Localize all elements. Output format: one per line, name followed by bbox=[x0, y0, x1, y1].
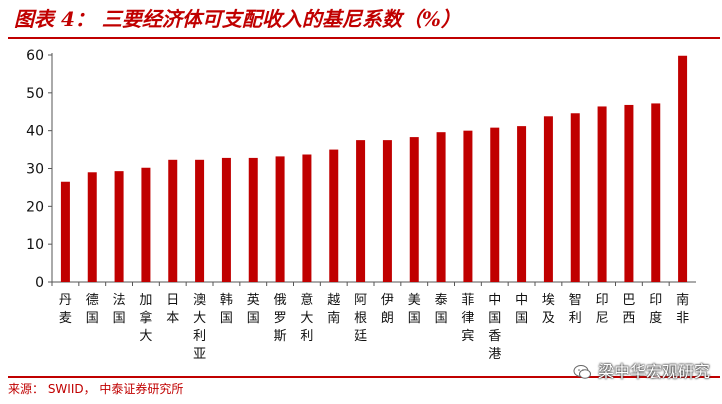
chart-title: 图表 4： 三要经济体可支配收入的基尼系数（%） bbox=[14, 7, 461, 31]
x-tick-label: 意大利 bbox=[300, 292, 313, 344]
bar bbox=[597, 106, 607, 282]
x-tick-label: 德国 bbox=[86, 293, 99, 326]
x-tick-label: 越南 bbox=[327, 293, 340, 326]
x-tick-label: 智利 bbox=[569, 293, 582, 326]
bar bbox=[275, 156, 285, 282]
bar bbox=[195, 159, 205, 282]
x-tick-label: 澳大利亚 bbox=[193, 292, 206, 362]
bar bbox=[221, 157, 231, 282]
x-tick-label: 南非 bbox=[676, 292, 689, 326]
bar bbox=[490, 127, 500, 282]
x-tick-label: 巴西 bbox=[622, 293, 635, 326]
footer-divider bbox=[8, 376, 720, 378]
x-tick-label: 菲律宾 bbox=[461, 293, 474, 344]
bar bbox=[248, 157, 258, 282]
watermark: 梁中华宏观研究 bbox=[572, 362, 710, 382]
x-tick-label: 印度 bbox=[649, 293, 662, 326]
x-tick-label: 俄罗斯 bbox=[274, 293, 287, 344]
x-tick-label: 中国 bbox=[515, 293, 528, 326]
x-tick-label: 英国 bbox=[247, 293, 260, 326]
bar bbox=[570, 113, 580, 282]
watermark-text: 梁中华宏观研究 bbox=[597, 362, 710, 381]
y-axis-ticks: 0 10 20 30 40 50 60 bbox=[26, 48, 52, 291]
y-tick-label: 0 bbox=[35, 275, 44, 291]
bar bbox=[60, 181, 70, 282]
bar bbox=[624, 104, 634, 282]
bar bbox=[87, 172, 97, 282]
bar bbox=[114, 171, 124, 282]
x-tick-label: 伊朗 bbox=[381, 293, 394, 326]
x-tick-label: 丹麦 bbox=[59, 293, 72, 326]
bar bbox=[436, 132, 446, 282]
x-tick-label: 法国 bbox=[113, 293, 126, 326]
bar bbox=[517, 126, 527, 282]
bar bbox=[409, 137, 419, 282]
bar bbox=[329, 149, 339, 282]
x-tick-label: 美国 bbox=[408, 293, 421, 326]
x-tick-label: 泰国 bbox=[435, 293, 448, 326]
source-note: 来源： SWIID， 中泰证券研究所 bbox=[8, 382, 184, 396]
bar bbox=[168, 159, 178, 282]
x-tick-label: 印尼 bbox=[596, 293, 609, 326]
x-tick-label: 加拿大 bbox=[139, 293, 152, 344]
bar bbox=[463, 130, 473, 282]
bar bbox=[382, 140, 392, 282]
x-tick-label: 阿根廷 bbox=[354, 293, 367, 344]
x-tick-label: 埃及 bbox=[542, 293, 555, 326]
x-tick-label: 日本 bbox=[166, 293, 179, 326]
bar bbox=[651, 103, 661, 282]
y-tick-label: 60 bbox=[26, 48, 44, 64]
header-divider bbox=[8, 37, 720, 39]
y-tick-label: 30 bbox=[26, 162, 44, 178]
y-tick-label: 20 bbox=[26, 199, 44, 215]
x-tick-label: 韩国 bbox=[220, 293, 233, 326]
x-tick-label: 中国香港 bbox=[488, 293, 501, 362]
bar bbox=[141, 167, 151, 282]
chart-area: 0 10 20 30 40 50 60 丹麦 德国 法国 加拿大 日本 澳大利亚 韩国 英国 俄罗斯 意大利 越… bbox=[0, 40, 722, 375]
bar-series bbox=[60, 55, 688, 282]
bar bbox=[302, 154, 312, 282]
bar bbox=[356, 140, 366, 282]
bar bbox=[678, 55, 688, 282]
wechat-bubble-icon bbox=[573, 365, 591, 379]
y-tick-label: 10 bbox=[26, 237, 44, 253]
chart-header: 图表 4： 三要经济体可支配收入的基尼系数（%） bbox=[0, 0, 722, 39]
y-tick-label: 40 bbox=[26, 124, 44, 140]
bar bbox=[543, 116, 553, 282]
y-tick-label: 50 bbox=[26, 86, 44, 102]
